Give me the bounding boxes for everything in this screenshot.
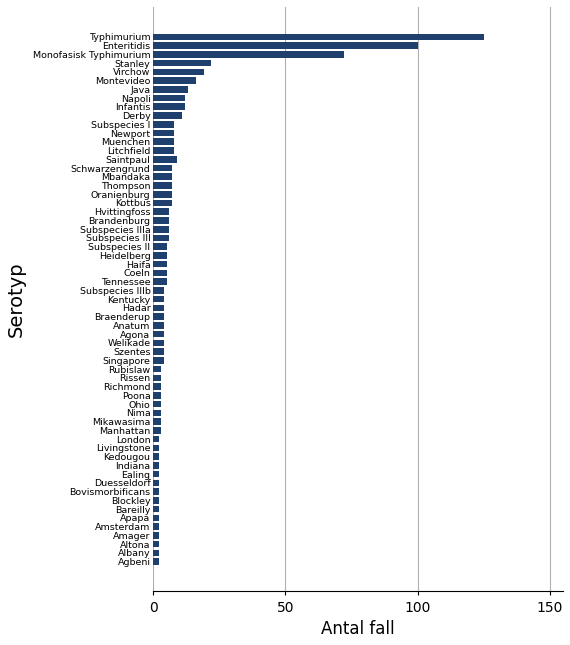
Bar <box>153 95 185 101</box>
Y-axis label: Serotyp: Serotyp <box>7 261 26 337</box>
Bar <box>153 121 174 128</box>
Bar <box>153 419 161 425</box>
Bar <box>153 401 161 408</box>
Bar <box>153 392 161 399</box>
Bar <box>153 51 344 57</box>
Bar <box>153 523 158 530</box>
Bar <box>153 235 169 241</box>
Bar <box>153 453 158 460</box>
Bar <box>153 183 172 189</box>
Bar <box>153 444 158 452</box>
Bar <box>153 43 418 49</box>
Bar <box>153 331 164 337</box>
Bar <box>153 156 177 163</box>
Bar <box>153 366 161 372</box>
Bar <box>153 427 161 433</box>
Bar <box>153 550 158 556</box>
X-axis label: Antal fall: Antal fall <box>321 620 395 638</box>
Bar <box>153 313 164 320</box>
Bar <box>153 383 161 390</box>
Bar <box>153 34 484 40</box>
Bar <box>153 191 172 197</box>
Bar <box>153 226 169 232</box>
Bar <box>153 296 164 303</box>
Bar <box>153 462 158 469</box>
Bar <box>153 77 196 84</box>
Bar <box>153 86 188 92</box>
Bar <box>153 348 164 355</box>
Bar <box>153 270 166 276</box>
Bar <box>153 375 161 381</box>
Bar <box>153 130 174 136</box>
Bar <box>153 217 169 224</box>
Bar <box>153 208 169 215</box>
Bar <box>153 506 158 512</box>
Bar <box>153 279 166 285</box>
Bar <box>153 243 166 250</box>
Bar <box>153 471 158 477</box>
Bar <box>153 200 172 206</box>
Bar <box>153 174 172 180</box>
Bar <box>153 532 158 539</box>
Bar <box>153 480 158 486</box>
Bar <box>153 515 158 521</box>
Bar <box>153 488 158 495</box>
Bar <box>153 287 164 293</box>
Bar <box>153 304 164 312</box>
Bar <box>153 340 164 346</box>
Bar <box>153 112 182 119</box>
Bar <box>153 103 185 110</box>
Bar <box>153 497 158 504</box>
Bar <box>153 60 211 66</box>
Bar <box>153 436 158 442</box>
Bar <box>153 559 158 565</box>
Bar <box>153 147 174 154</box>
Bar <box>153 410 161 416</box>
Bar <box>153 68 203 75</box>
Bar <box>153 164 172 172</box>
Bar <box>153 252 166 259</box>
Bar <box>153 541 158 548</box>
Bar <box>153 139 174 145</box>
Bar <box>153 261 166 268</box>
Bar <box>153 357 164 364</box>
Bar <box>153 322 164 329</box>
